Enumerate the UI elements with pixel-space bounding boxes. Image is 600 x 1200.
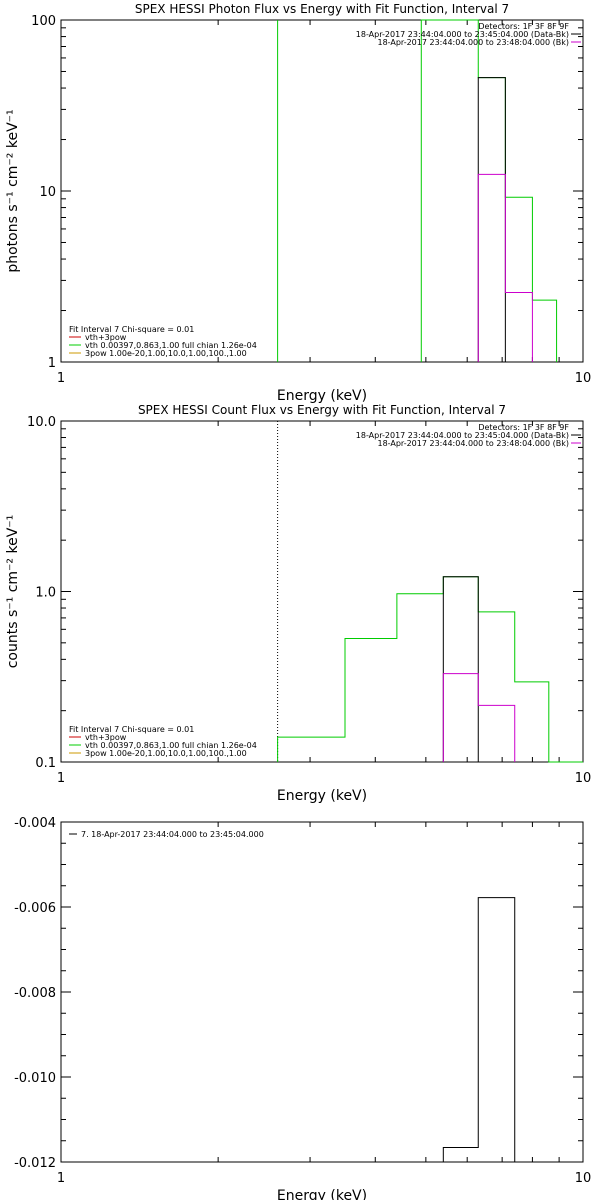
- y-tick-label: 0.1: [35, 756, 56, 771]
- series-step-line-1: [442, 897, 516, 1162]
- legend-top-entry: 18-Apr-2017 23:44:04.000 to 23:48:04.000…: [377, 439, 569, 448]
- chart-title: SPEX HESSI Photon Flux vs Energy with Fi…: [135, 2, 509, 16]
- legend-entry: 7. 18-Apr-2017 23:44:04.000 to 23:45:04.…: [81, 830, 264, 839]
- x-tick-label: 10: [575, 1171, 592, 1186]
- series-step-line-2: [442, 576, 479, 762]
- legend-bottom-entry: 3pow 1.00e-20,1.00,10.0,1.00,100.,1.00: [85, 749, 247, 758]
- y-tick-label: -0.008: [14, 986, 56, 1001]
- y-tick-label: 10: [39, 185, 56, 200]
- x-axis-label: Energy (keV): [277, 1188, 367, 1200]
- legend-top-entry: Detectors: 1F 3F 8F 9F: [478, 22, 569, 31]
- series-step-line-1: [420, 19, 558, 362]
- x-tick-label: 1: [57, 1171, 65, 1186]
- series-step-line-3: [442, 673, 516, 762]
- y-tick-label: 100: [31, 14, 56, 29]
- legend-bottom-entry: 3pow 1.00e-20,1.00,10.0,1.00,100.,1.00: [85, 349, 247, 358]
- series-step-line-3: [477, 173, 533, 362]
- chart-title: SPEX HESSI Count Flux vs Energy with Fit…: [138, 403, 506, 417]
- legend-bottom-entry: vth+3pow: [85, 333, 127, 342]
- legend-bottom-entry: Fit Interval 7 Chi-square = 0.01: [69, 325, 194, 334]
- legend-bottom-entry: Fit Interval 7 Chi-square = 0.01: [69, 725, 194, 734]
- legend-top-entry: 18-Apr-2017 23:44:04.000 to 23:45:04.000…: [356, 431, 569, 440]
- x-axis-label: Energy (keV): [277, 788, 367, 804]
- y-axis-label: counts s⁻¹ cm⁻² keV⁻¹: [5, 515, 21, 669]
- y-tick-label: 10.0: [27, 415, 56, 430]
- y-tick-label: 1.0: [35, 586, 56, 601]
- y-tick-label: 1: [48, 356, 56, 371]
- y-axis-label: photons s⁻¹ cm⁻² keV⁻¹: [5, 109, 21, 272]
- series-step-line-1: [277, 576, 583, 763]
- legend-bottom-entry: vth 0.00397,0.863,1.00 full chian 1.26e-…: [85, 341, 257, 350]
- x-axis-label: Energy (keV): [277, 388, 367, 404]
- y-tick-label: -0.006: [14, 901, 56, 916]
- legend-bottom-entry: vth 0.00397,0.863,1.00 full chian 1.26e-…: [85, 741, 257, 750]
- plot-frame: [60, 821, 584, 1163]
- chart-panel-2: 1 10 Energy (keV) 0.1 1.0 10.0 counts s⁻¹ cm⁻²…: [5, 403, 591, 804]
- y-tick-label: -0.012: [14, 1156, 56, 1171]
- x-tick-label: 1: [57, 771, 65, 786]
- plot-frame: [60, 19, 584, 363]
- plot-frame: [60, 420, 584, 763]
- y-tick-label: -0.004: [14, 816, 56, 831]
- legend-top-entry: 18-Apr-2017 23:44:04.000 to 23:48:04.000…: [377, 38, 569, 47]
- y-tick-label: -0.010: [14, 1071, 56, 1086]
- chart-panel-1: 1 10 Energy (keV) 1 10 100 photons s⁻¹ cm⁻² ke…: [5, 2, 591, 404]
- x-tick-label: 1: [57, 371, 65, 386]
- chart-panel-3: 1 10 Energy (keV) -0.012 -0.010 -0.008 -0.006 -…: [14, 816, 591, 1200]
- x-tick-label: 10: [575, 771, 592, 786]
- legend-top-entry: Detectors: 1F 3F 8F 9F: [478, 423, 569, 432]
- legend-bottom-entry: vth+3pow: [85, 733, 127, 742]
- series-step-line-2: [477, 77, 506, 362]
- x-tick-label: 10: [575, 371, 592, 386]
- legend-top-entry: 18-Apr-2017 23:44:04.000 to 23:45:04.000…: [356, 30, 569, 39]
